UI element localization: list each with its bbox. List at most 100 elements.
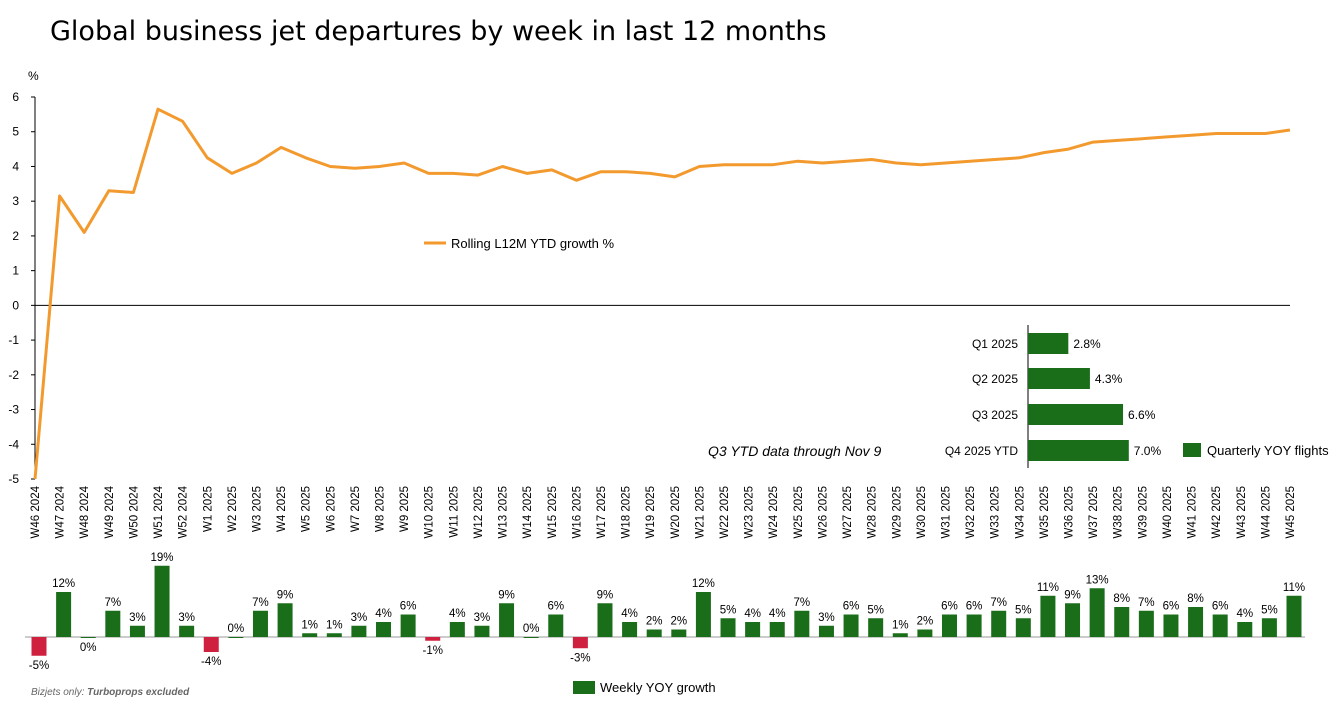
x-tick-label: W40 2025 — [1162, 486, 1174, 538]
x-tick-label: W30 2025 — [916, 486, 928, 538]
weekly-bar-label: 3% — [474, 612, 491, 624]
x-tick-label: W29 2025 — [891, 486, 903, 538]
x-tick-label: W3 2025 — [251, 486, 263, 532]
x-tick-label: W27 2025 — [842, 486, 854, 538]
weekly-bar — [966, 614, 982, 637]
weekly-legend-swatch — [573, 681, 595, 694]
weekly-bar — [154, 565, 170, 637]
weekly-bars: -5% 12% 0% 7% 3% 19% 3% -4% 0% 7% 9% 1% 1% 3% 4% 6% -1% 4… — [25, 552, 1305, 672]
quarterly-value-label: 2.8% — [1073, 337, 1101, 351]
weekly-bar — [425, 637, 441, 641]
weekly-bar-label: 19% — [151, 552, 174, 564]
x-tick-label: W9 2025 — [399, 486, 411, 532]
x-tick-label: W24 2025 — [768, 486, 780, 538]
weekly-bar-label: 9% — [498, 589, 515, 601]
weekly-bar — [31, 637, 47, 656]
y-tick-label: -2 — [8, 368, 19, 382]
weekly-bar-label: 9% — [277, 589, 294, 601]
quarterly-bar — [1028, 440, 1129, 461]
weekly-bar-label: -1% — [422, 645, 442, 657]
x-tick-label: W35 2025 — [1039, 486, 1051, 538]
weekly-bar — [129, 625, 145, 637]
weekly-bar — [474, 625, 490, 637]
y-tick-label: 0 — [12, 298, 19, 312]
weekly-bar-label: 5% — [867, 604, 884, 616]
quarterly-legend: Quarterly YOY flights — [1183, 443, 1329, 458]
chart-title: Global business jet departures by week i… — [50, 16, 827, 47]
x-tick-label: W11 2025 — [448, 486, 460, 538]
weekly-bar — [277, 603, 293, 637]
weekly-bar — [1261, 618, 1277, 637]
weekly-bar-label: 12% — [52, 578, 75, 590]
quarterly-value-label: 7.0% — [1134, 444, 1162, 458]
weekly-bar-label: 6% — [1212, 601, 1229, 613]
y-tick-label: -3 — [8, 403, 19, 417]
weekly-bar — [671, 629, 687, 637]
weekly-bar — [56, 592, 72, 637]
data-note: Q3 YTD data through Nov 9 — [708, 443, 881, 459]
x-tick-label: W21 2025 — [694, 486, 706, 538]
x-tick-label: W50 2024 — [128, 485, 140, 538]
x-tick-label: W44 2025 — [1260, 486, 1272, 538]
x-tick-label: W18 2025 — [621, 486, 633, 538]
weekly-bar — [868, 618, 884, 637]
quarterly-category-label: Q1 2025 — [972, 337, 1018, 351]
x-tick-label: W39 2025 — [1137, 486, 1149, 538]
x-tick-label: W28 2025 — [867, 486, 879, 538]
weekly-bar-label: 5% — [720, 604, 737, 616]
x-tick-label: W52 2024 — [178, 485, 190, 538]
x-tick-label: W4 2025 — [276, 486, 288, 532]
weekly-bar-label: 5% — [1015, 604, 1032, 616]
weekly-bar-label: 0% — [228, 623, 245, 635]
weekly-bar-label: 6% — [966, 601, 983, 613]
weekly-bar — [449, 622, 465, 637]
x-tick-label: W49 2024 — [104, 485, 116, 538]
weekly-bar — [843, 614, 859, 637]
weekly-bar — [745, 622, 761, 637]
quarterly-bars: Q1 2025 2.8% Q2 2025 4.3% Q3 2025 6.6% Q4 2025… — [945, 325, 1162, 468]
quarterly-category-label: Q3 2025 — [972, 408, 1018, 422]
weekly-bar-label: 8% — [1187, 593, 1204, 605]
x-tick-label: W42 2025 — [1211, 486, 1223, 538]
weekly-bar-label: 9% — [1064, 589, 1081, 601]
weekly-bar-label: 4% — [1236, 608, 1253, 620]
weekly-bar — [302, 633, 318, 637]
x-tick-label: W19 2025 — [645, 486, 657, 538]
x-tick-label: W16 2025 — [571, 486, 583, 538]
x-tick-label: W23 2025 — [744, 486, 756, 538]
weekly-bar-label: 8% — [1113, 593, 1130, 605]
weekly-bar — [769, 622, 785, 637]
x-tick-label: W6 2025 — [325, 486, 337, 532]
weekly-legend-label: Weekly YOY growth — [600, 680, 716, 695]
quarterly-bar — [1028, 368, 1090, 389]
weekly-bar-label: 4% — [375, 608, 392, 620]
weekly-bar-label: 7% — [794, 597, 811, 609]
x-tick-label: W8 2025 — [375, 486, 387, 532]
weekly-bar — [695, 592, 711, 637]
y-axis-unit: % — [28, 69, 39, 83]
weekly-bar-label: -5% — [29, 660, 49, 672]
quarterly-bar — [1028, 404, 1124, 425]
weekly-bar-label: 7% — [1138, 597, 1155, 609]
weekly-bar — [818, 625, 834, 637]
weekly-bar-label: 6% — [1163, 601, 1180, 613]
y-tick-label: 4 — [12, 159, 19, 173]
weekly-bar-label: 3% — [178, 612, 195, 624]
x-tick-label: W26 2025 — [817, 486, 829, 538]
weekly-bar — [376, 622, 392, 637]
footnote-prefix: Bizjets only: — [31, 687, 87, 698]
weekly-bar — [991, 610, 1007, 637]
rolling-growth-line — [33, 107, 1291, 480]
footnote-emphasis: Turboprops excluded — [87, 687, 190, 698]
x-tick-label: W12 2025 — [473, 486, 485, 538]
weekly-bar — [523, 637, 539, 638]
weekly-bar — [646, 629, 662, 637]
x-tick-label: W20 2025 — [670, 486, 682, 538]
weekly-bar-label: -3% — [570, 652, 590, 664]
line-legend: Rolling L12M YTD growth % — [424, 236, 614, 251]
weekly-bar — [203, 637, 219, 652]
x-axis: W46 2024 W47 2024 W48 2024 W49 2024 W50 2024… — [30, 485, 1297, 538]
x-tick-label: W17 2025 — [596, 486, 608, 538]
weekly-bar — [252, 610, 268, 637]
x-tick-label: W22 2025 — [719, 486, 731, 538]
